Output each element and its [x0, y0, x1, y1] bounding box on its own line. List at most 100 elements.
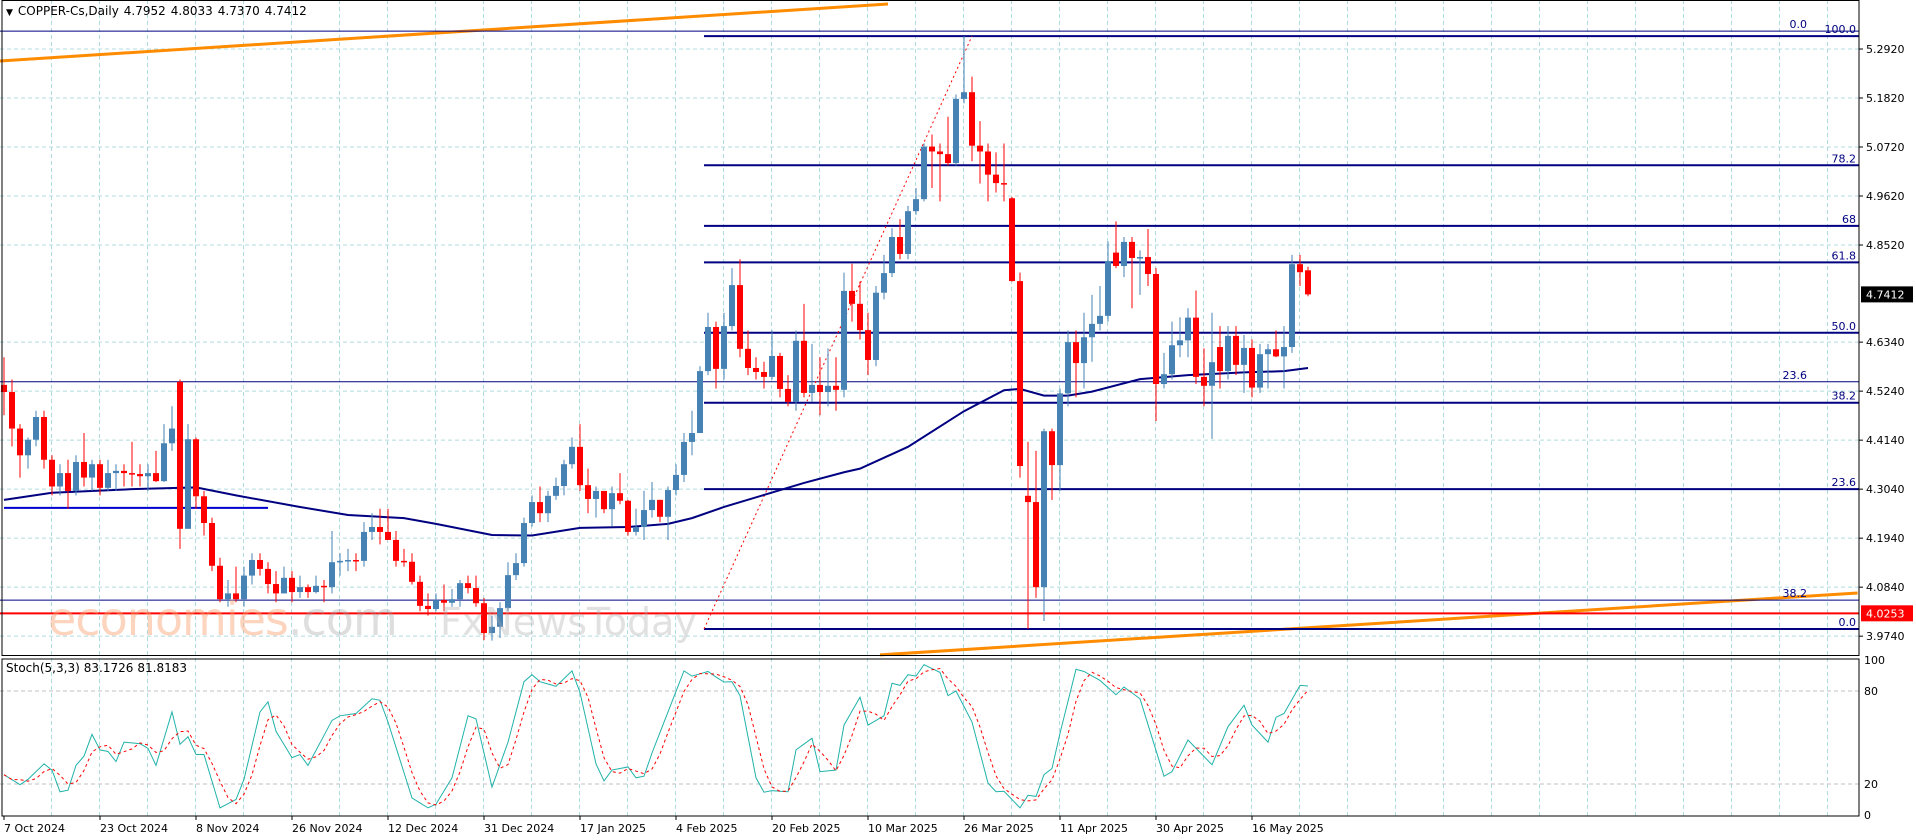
candle	[233, 566, 239, 603]
candle	[193, 437, 199, 509]
candle-body	[497, 608, 503, 627]
candle-body	[945, 154, 951, 164]
candle-body	[1017, 281, 1023, 466]
candle-body	[689, 433, 695, 442]
date-axis-label: 8 Nov 2024	[196, 822, 259, 835]
candle	[433, 593, 439, 612]
candle-body	[409, 561, 415, 582]
candle	[977, 121, 983, 184]
date-axis-label: 26 Mar 2025	[964, 822, 1034, 835]
candle	[249, 553, 255, 585]
candle	[57, 464, 63, 496]
candle-body	[41, 416, 47, 460]
candle	[121, 464, 127, 487]
candle	[1217, 326, 1223, 389]
candle-body	[1, 384, 7, 393]
candle	[201, 490, 207, 536]
candle	[297, 575, 303, 598]
candle-body	[769, 355, 775, 377]
candle	[657, 499, 663, 523]
candle	[385, 508, 391, 540]
candle	[425, 593, 431, 616]
candle-body	[729, 285, 735, 327]
candle-body	[385, 531, 391, 540]
candle	[209, 517, 215, 572]
candle-body	[529, 502, 535, 524]
candle-body	[569, 446, 575, 465]
candle-body	[65, 473, 71, 491]
price-axis-label: 5.2920	[1866, 43, 1905, 56]
candle	[609, 486, 615, 527]
candle-body	[289, 577, 295, 593]
candle	[1233, 326, 1239, 376]
candle-body	[25, 439, 31, 456]
candle	[169, 406, 175, 451]
candle	[265, 562, 271, 594]
chart-header: ▼ COPPER-Cs,Daily 4.7952 4.8033 4.7370 4.7412	[6, 4, 312, 18]
candle	[1241, 335, 1247, 393]
candle	[1249, 339, 1255, 398]
candle	[1121, 237, 1127, 278]
candle-body	[1257, 354, 1263, 388]
candle	[553, 477, 559, 500]
date-axis-label: 26 Nov 2024	[292, 822, 362, 835]
candle-body	[17, 428, 23, 456]
candle	[401, 548, 407, 567]
collapse-triangle-icon[interactable]: ▼	[6, 8, 13, 18]
candle	[145, 464, 151, 491]
candle	[289, 571, 295, 603]
candle	[185, 424, 191, 529]
high-value: 4.8033	[170, 4, 213, 18]
price-marker-box	[1861, 286, 1913, 303]
candle-body	[977, 145, 983, 152]
candle-body	[49, 459, 55, 487]
candle-body	[505, 575, 511, 609]
candle-body	[657, 499, 663, 517]
candle-body	[817, 384, 823, 393]
candle-body	[641, 510, 647, 528]
candle-body	[513, 563, 519, 576]
candle-body	[321, 585, 327, 588]
candle-body	[201, 496, 207, 524]
candle	[1049, 428, 1055, 500]
watermark-text: economies	[48, 592, 289, 646]
candle	[441, 584, 447, 612]
candle-body	[9, 392, 15, 429]
candle-body	[1297, 264, 1303, 273]
candle	[689, 410, 695, 456]
candle-body	[833, 385, 839, 390]
candle-body	[969, 92, 975, 146]
date-axis-label: 10 Mar 2025	[868, 822, 938, 835]
candle-body	[1137, 257, 1143, 259]
candle	[1105, 241, 1111, 322]
candle-body	[1265, 349, 1271, 355]
candle-body	[681, 441, 687, 475]
price-axis-label: 3.9740	[1866, 630, 1905, 643]
candle	[929, 134, 935, 188]
candle	[1273, 330, 1279, 358]
candle	[841, 272, 847, 398]
date-axis-label: 7 Oct 2024	[4, 822, 65, 835]
candle-body	[89, 464, 95, 478]
candle	[1033, 450, 1039, 598]
candle-body	[473, 588, 479, 604]
candle-body	[617, 493, 623, 501]
candle	[521, 517, 527, 567]
fibonacci-level-label: 78.2	[1832, 152, 1857, 165]
candle	[777, 352, 783, 398]
candle	[497, 602, 503, 638]
stochastic-panel-frame	[1, 658, 1860, 817]
candle-body	[1185, 317, 1191, 341]
candle	[1153, 268, 1159, 421]
candle	[769, 330, 775, 380]
candle-body	[849, 290, 855, 304]
candle-body	[177, 381, 183, 529]
candle-body	[721, 326, 727, 369]
candle	[1009, 196, 1015, 282]
candle-body	[1113, 252, 1119, 266]
candle	[417, 575, 423, 612]
stochastic-indicator	[3, 664, 1309, 809]
candle-body	[673, 474, 679, 491]
candle-body	[433, 600, 439, 609]
